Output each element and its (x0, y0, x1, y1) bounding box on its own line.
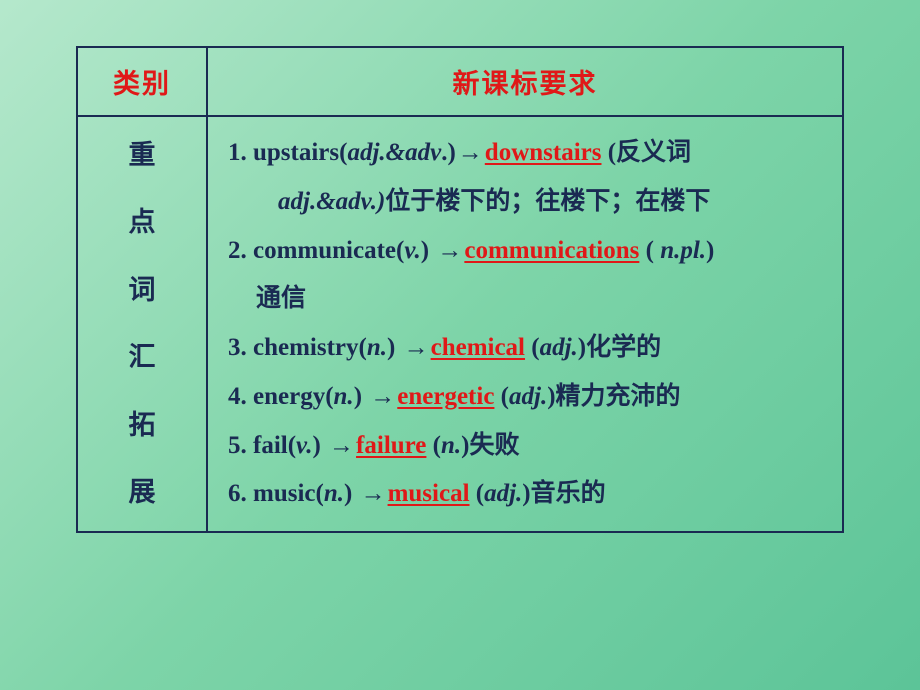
pos-text: adj.&adv (347, 139, 441, 166)
pos-text: adj. (484, 480, 522, 507)
entry-after2: ) (706, 237, 714, 264)
entry-deriv: musical (388, 480, 470, 507)
entry-after: (反义词 (601, 139, 691, 166)
entry-2b: 通信 (222, 275, 828, 324)
entry-1: 1. upstairs(adj.&adv.)→downstairs (反义词 (222, 129, 828, 178)
entry-1b: adj.&adv.)位于楼下的；往楼下；在楼下 (222, 178, 828, 227)
arrow-icon: → (359, 480, 388, 507)
side-label: 重 点 词 汇 拓 展 (129, 122, 156, 527)
entry-pos: (n.) (325, 383, 368, 410)
side-char: 拓 (129, 392, 156, 460)
entry-pos: (n.) (359, 334, 402, 361)
pos-text: adj. (509, 383, 547, 410)
arrow-icon: → (402, 334, 431, 361)
side-char: 展 (129, 459, 156, 527)
entry-after: ( (426, 432, 441, 459)
entry-num: 1. (228, 139, 253, 166)
entry-2: 2. communicate(v.) →communications ( n.p… (222, 227, 828, 276)
entry-num: 2. (228, 237, 253, 264)
pos-text: adj. (540, 334, 578, 361)
pos-text: v. (296, 432, 312, 459)
entry-word: chemistry (253, 334, 359, 361)
vocab-table: 类别 新课标要求 重 点 词 汇 拓 展 1. upstairs(adj.&ad… (76, 46, 844, 533)
header-label-right: 新课标要求 (453, 62, 598, 101)
entry-after2: )化学的 (578, 334, 661, 361)
pos-text: n. (441, 432, 461, 459)
entry-after: ( (470, 480, 485, 507)
entry-5: 5. fail(v.) →failure (n.)失败 (222, 422, 828, 471)
pos-text: adj.&adv.) (278, 188, 385, 215)
pos-text: n. (334, 383, 354, 410)
side-char: 词 (129, 257, 156, 325)
entry-after: ( (525, 334, 540, 361)
entry-6: 6. music(n.) →musical (adj.)音乐的 (222, 470, 828, 519)
side-char: 重 (129, 122, 156, 190)
entry-pos: (v.) (288, 432, 327, 459)
entry-pos: (v.) (396, 237, 435, 264)
arrow-icon: → (435, 237, 464, 264)
entry-num: 3. (228, 334, 253, 361)
entry-word: music (253, 480, 316, 507)
entry-after: ( (639, 237, 660, 264)
entry-pos: (adj.&adv.) (339, 139, 456, 166)
entry-num: 5. (228, 432, 253, 459)
entry-num: 6. (228, 480, 253, 507)
side-label-cell: 重 点 词 汇 拓 展 (78, 117, 208, 531)
entry-deriv: communications (464, 237, 639, 264)
entry-word: communicate (253, 237, 396, 264)
table-body-row: 重 点 词 汇 拓 展 1. upstairs(adj.&adv.)→downs… (78, 117, 842, 531)
pos-text: n. (367, 334, 387, 361)
entry-after2: )音乐的 (522, 480, 605, 507)
entry-3: 3. chemistry(n.) →chemical (adj.)化学的 (222, 324, 828, 373)
entry-after: ( (494, 383, 509, 410)
entry-deriv: failure (356, 432, 426, 459)
entry-after2: )精力充沛的 (547, 383, 680, 410)
arrow-icon: → (368, 383, 397, 410)
entry-deriv: chemical (431, 334, 525, 361)
header-cell-requirement: 新课标要求 (208, 48, 842, 115)
entry-text: 位于楼下的；往楼下；在楼下 (385, 188, 710, 215)
pos-text: v. (404, 237, 420, 264)
entry-word: energy (253, 383, 325, 410)
entry-deriv: downstairs (485, 139, 602, 166)
entry-deriv: energetic (397, 383, 494, 410)
entry-text: 通信 (256, 285, 306, 312)
header-cell-category: 类别 (78, 48, 208, 115)
entry-pos: (n.) (316, 480, 359, 507)
arrow-icon: → (456, 139, 485, 166)
pos-text: n.pl. (660, 237, 706, 264)
pos-text: n. (324, 480, 344, 507)
entries-cell: 1. upstairs(adj.&adv.)→downstairs (反义词 a… (208, 117, 842, 531)
entry-after2: )失败 (461, 432, 519, 459)
side-char: 汇 (129, 324, 156, 392)
entry-word: fail (253, 432, 288, 459)
header-label-left: 类别 (113, 62, 171, 101)
arrow-icon: → (327, 432, 356, 459)
side-char: 点 (129, 189, 156, 257)
entry-word: upstairs (253, 139, 339, 166)
table-header-row: 类别 新课标要求 (78, 48, 842, 117)
entry-4: 4. energy(n.) →energetic (adj.)精力充沛的 (222, 373, 828, 422)
entry-num: 4. (228, 383, 253, 410)
